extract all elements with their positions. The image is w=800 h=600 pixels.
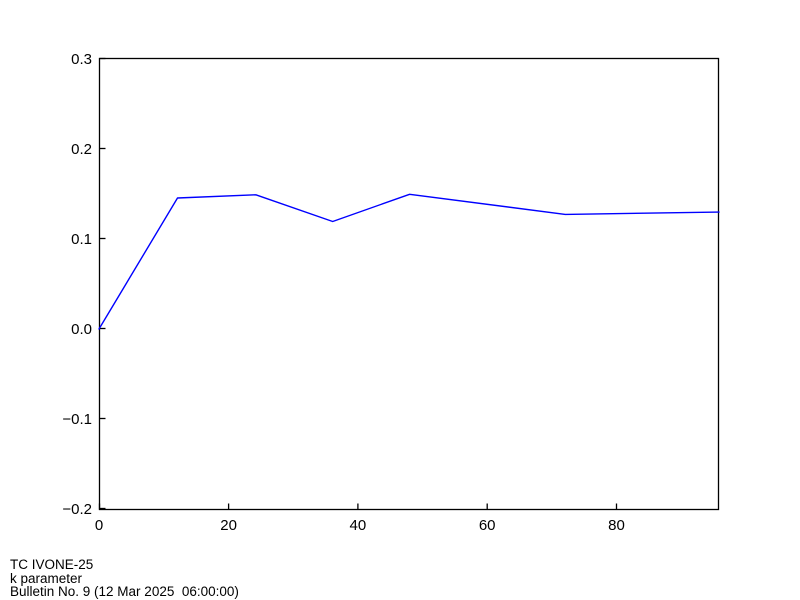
- svg-text:60: 60: [479, 517, 496, 534]
- svg-text:0.3: 0.3: [71, 51, 92, 68]
- svg-text:0: 0: [95, 517, 103, 534]
- svg-text:40: 40: [350, 517, 367, 534]
- svg-text:20: 20: [220, 517, 237, 534]
- svg-text:−0.1: −0.1: [62, 411, 92, 428]
- svg-text:80: 80: [608, 517, 625, 534]
- svg-text:0.1: 0.1: [71, 231, 92, 248]
- svg-text:−0.2: −0.2: [62, 501, 92, 518]
- svg-text:0.0: 0.0: [71, 321, 92, 338]
- svg-text:0.2: 0.2: [71, 141, 92, 158]
